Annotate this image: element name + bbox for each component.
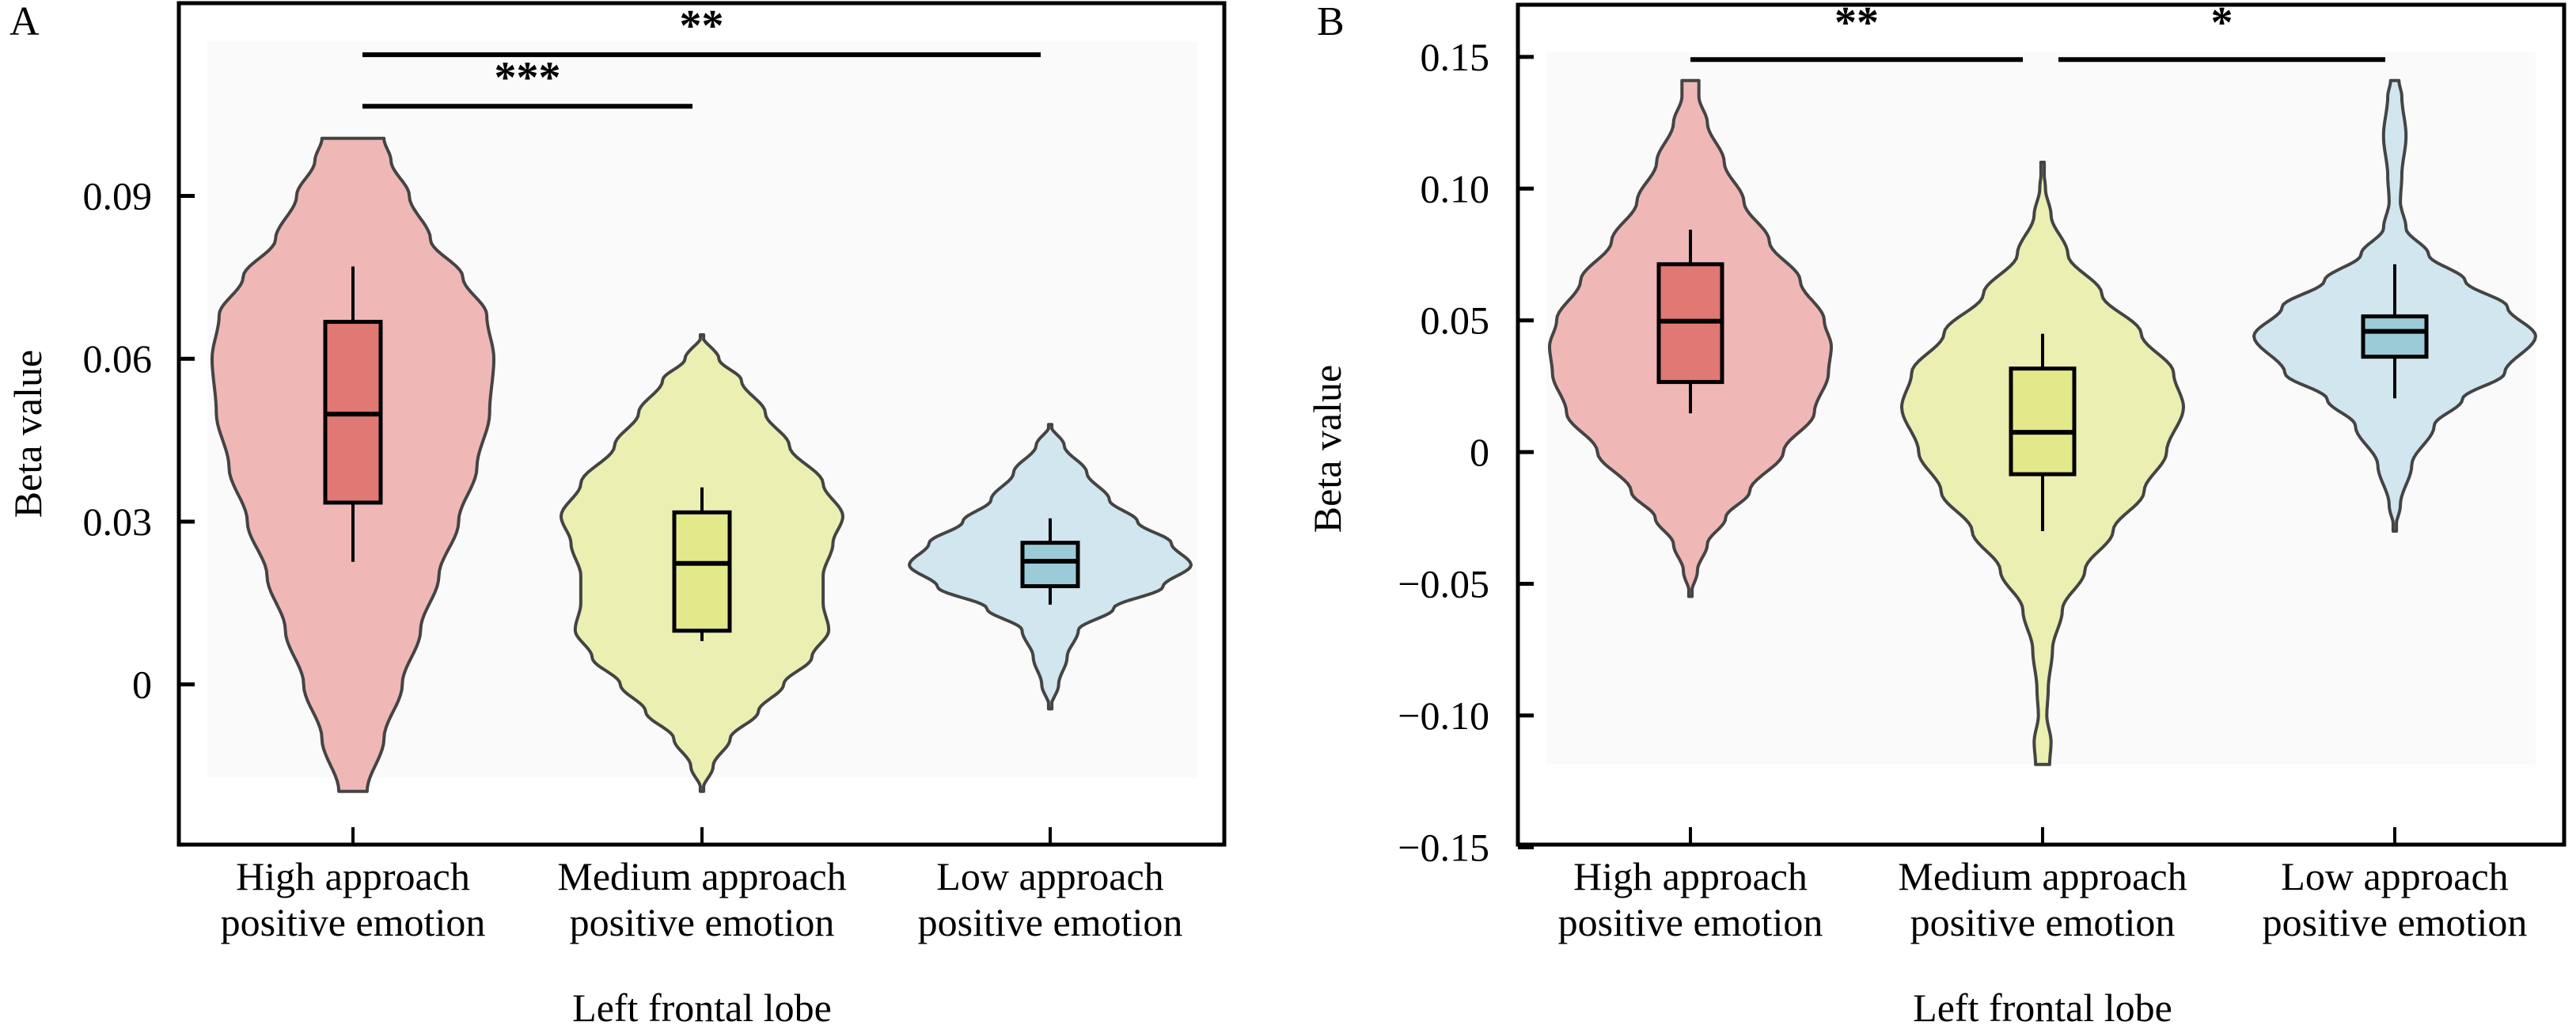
violins (1548, 78, 2537, 766)
x-tick-label-line: positive emotion (1558, 900, 1823, 944)
y-tick-label: 0 (1470, 430, 1489, 474)
x-tick-label: Medium approach positive emotion (1898, 854, 2187, 944)
violins (211, 136, 1193, 793)
y-axis-ticks: 0 0.03 0.06 0.09 (83, 173, 195, 707)
significance-annotations: ** * (1690, 0, 2385, 63)
x-tick-label: Low approach positive emotion (2263, 854, 2528, 944)
x-tick-label-line: positive emotion (2263, 900, 2528, 944)
x-tick-label-line: positive emotion (570, 900, 835, 944)
y-axis-title: Beta value (1305, 365, 1349, 533)
y-tick-label: −0.15 (1398, 825, 1489, 869)
box-iqr (2361, 314, 2429, 359)
x-tick-label: High approach positive emotion (1558, 854, 1823, 944)
x-tick-label-line: Medium approach (1898, 854, 2187, 898)
significance-annotations: ***** (362, 2, 1041, 109)
y-axis-title: Beta value (6, 350, 50, 518)
y-tick-label: 0.06 (83, 336, 153, 381)
significance-label: * (2211, 0, 2233, 47)
box-iqr (672, 510, 732, 633)
x-tick-label-line: Medium approach (557, 854, 846, 898)
x-tick-label-line: Low approach (2281, 854, 2508, 898)
y-tick-label: −0.10 (1398, 693, 1489, 738)
x-tick-label-line: positive emotion (221, 900, 486, 944)
panel-a: A ***** 00.030.060.09 High approach posit… (6, 0, 1227, 1030)
y-tick-label: 0 (132, 663, 152, 707)
x-tick-label: Low approach positive emotion (918, 854, 1183, 944)
significance-label: ** (680, 2, 724, 51)
y-tick-label: 0.09 (83, 173, 153, 218)
panel-label-a: A (9, 0, 40, 44)
x-tick-label-line: High approach (236, 854, 470, 898)
x-tick-label-line: positive emotion (1910, 900, 2176, 944)
x-tick-label-line: Low approach (936, 854, 1163, 898)
panel-label-b: B (1317, 0, 1345, 44)
box-iqr (1020, 541, 1080, 589)
x-tick-label: Medium approach positive emotion (557, 854, 846, 944)
x-tick-label-line: positive emotion (918, 900, 1183, 944)
y-axis-ticks: −0.15 −0.10 −0.05 0 0.05 0.10 0.15 (1398, 35, 1534, 869)
y-tick-label: 0.03 (83, 499, 153, 544)
x-tick-label: High approach positive emotion (221, 854, 486, 944)
x-tick-label-line: High approach (1573, 854, 1808, 898)
box-iqr (2009, 366, 2077, 477)
y-tick-label: 0.15 (1421, 35, 1490, 79)
significance-label: *** (495, 53, 561, 102)
y-tick-label: −0.05 (1398, 562, 1489, 606)
significance-label: ** (1834, 0, 1879, 47)
x-axis-title: Left frontal lobe (1913, 986, 2172, 1030)
y-tick-label: 0.10 (1421, 166, 1490, 211)
x-axis-title: Left frontal lobe (572, 986, 832, 1030)
y-tick-label: 0.05 (1421, 298, 1490, 343)
